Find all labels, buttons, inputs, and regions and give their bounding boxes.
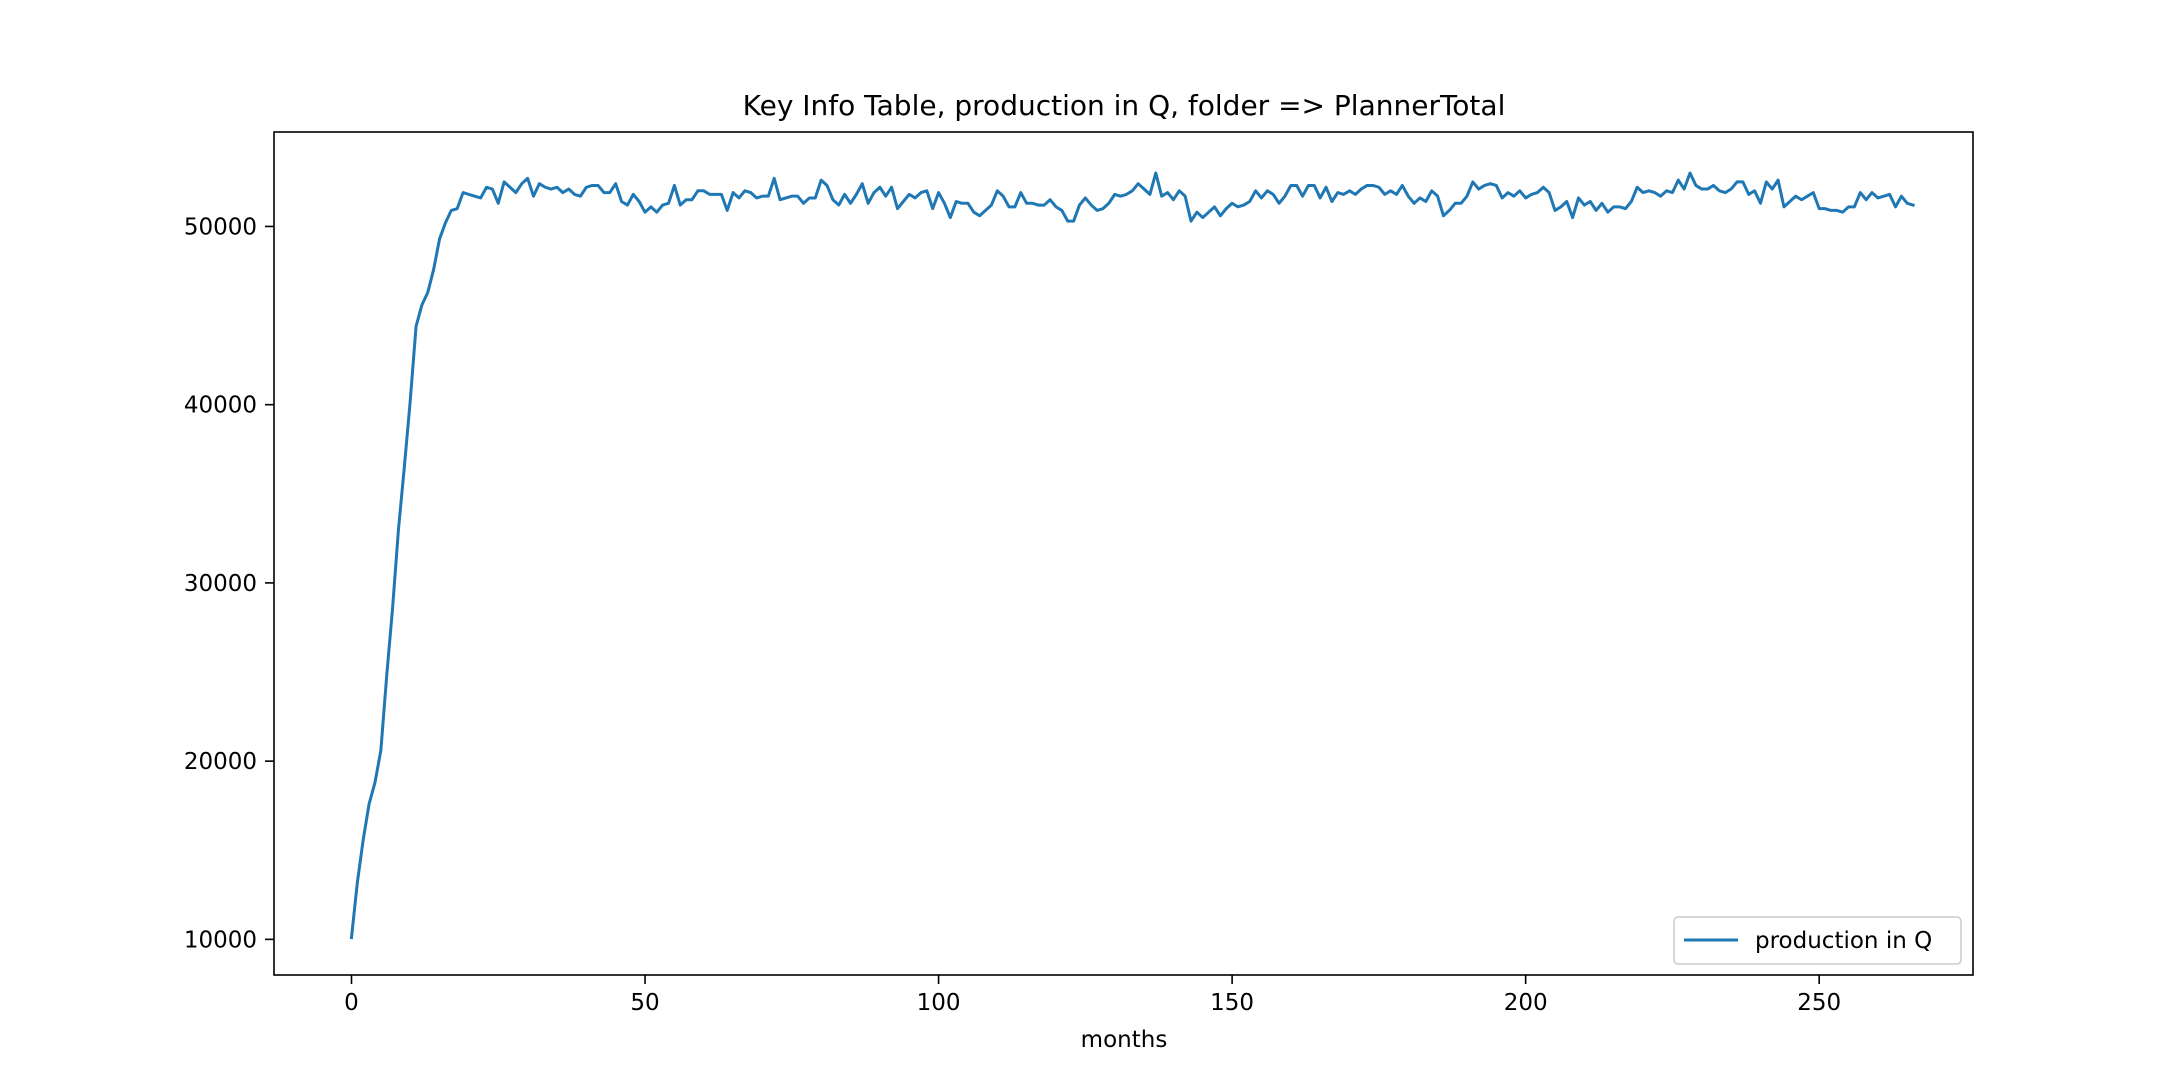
y-tick-label: 10000 xyxy=(184,927,257,953)
x-tick-label: 50 xyxy=(630,990,659,1016)
x-tick-label: 0 xyxy=(344,990,359,1016)
series-line-production xyxy=(349,171,1915,940)
x-axis-label: months xyxy=(1081,1027,1168,1053)
plot-area xyxy=(349,171,1915,940)
y-tick-label: 50000 xyxy=(184,214,257,240)
legend-box xyxy=(1673,916,1962,965)
legend: production in Q xyxy=(1673,916,1962,965)
x-tick-label: 150 xyxy=(1210,990,1254,1016)
y-tick-label: 40000 xyxy=(184,393,257,419)
y-tick-label: 20000 xyxy=(184,749,257,775)
y-tick-label: 30000 xyxy=(184,571,257,597)
x-tick-label: 200 xyxy=(1504,990,1548,1016)
x-tick-label: 100 xyxy=(917,990,961,1016)
legend-label: production in Q xyxy=(1755,928,1932,954)
axis-ticks: 0 50 100 150 200 250 10000 20000 30000 40000 50000 xyxy=(184,214,1841,1016)
axes-frame xyxy=(273,131,1974,976)
x-tick-label: 250 xyxy=(1797,990,1841,1016)
chart-title: Key Info Table, production in Q, folder … xyxy=(743,89,1506,122)
